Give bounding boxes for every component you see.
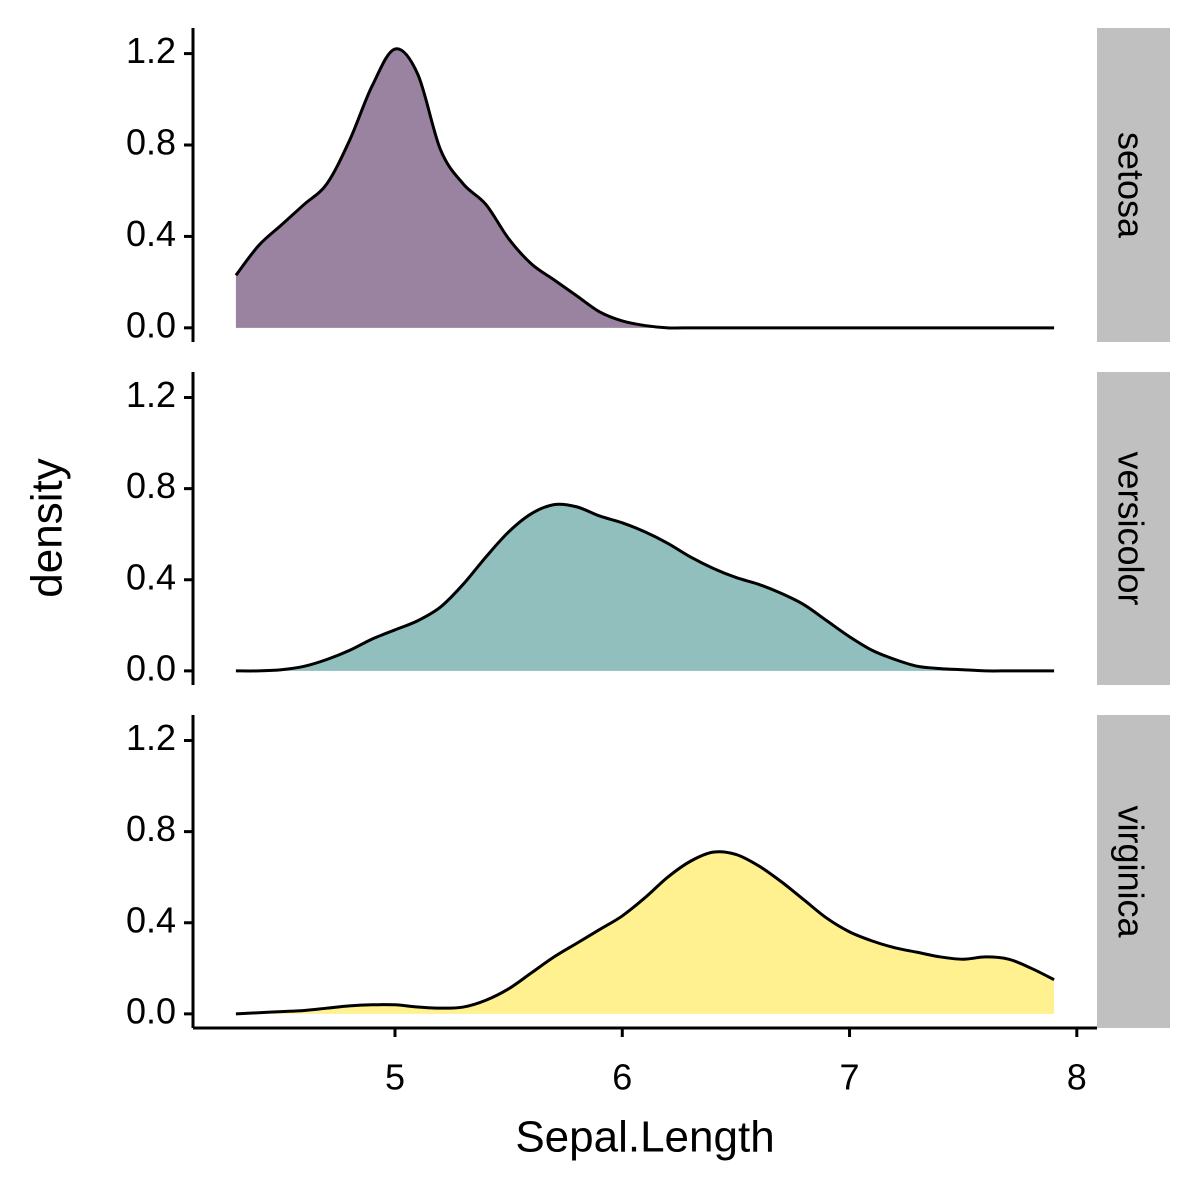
y-tick-label: 0.8 — [126, 122, 176, 163]
strip-label: versicolor — [1110, 451, 1151, 605]
y-tick-label: 0.8 — [126, 808, 176, 849]
x-tick-label: 5 — [385, 1057, 405, 1098]
x-tick-label: 6 — [612, 1057, 632, 1098]
y-tick-label: 0.4 — [126, 556, 176, 597]
strip-label: setosa — [1110, 132, 1151, 239]
y-tick-label: 0.8 — [126, 465, 176, 506]
y-tick-label: 0.0 — [126, 304, 176, 345]
y-tick-label: 0.4 — [126, 213, 176, 254]
x-tick-label: 8 — [1067, 1057, 1087, 1098]
area-fill — [235, 48, 1055, 329]
y-tick-label: 1.2 — [126, 374, 176, 415]
strip-background — [1097, 715, 1170, 1028]
density-line — [234, 47, 1055, 330]
x-tick-label: 7 — [840, 1057, 860, 1098]
x-axis-title: Sepal.Length — [515, 1113, 774, 1162]
y-tick-label: 1.2 — [126, 30, 176, 71]
y-tick-label: 0.4 — [126, 899, 176, 940]
y-tick-label: 1.2 — [126, 717, 176, 758]
area-fill — [235, 504, 1055, 671]
strip-label: virginica — [1110, 805, 1151, 938]
y-tick-label: 0.0 — [126, 990, 176, 1031]
strip-background — [1097, 28, 1170, 342]
area-fill — [235, 851, 1055, 1014]
density-line — [235, 502, 1055, 673]
strip-background — [1097, 372, 1170, 685]
y-axis-title: density — [23, 458, 72, 597]
density-line — [235, 850, 1055, 1016]
y-tick-label: 0.0 — [126, 647, 176, 688]
